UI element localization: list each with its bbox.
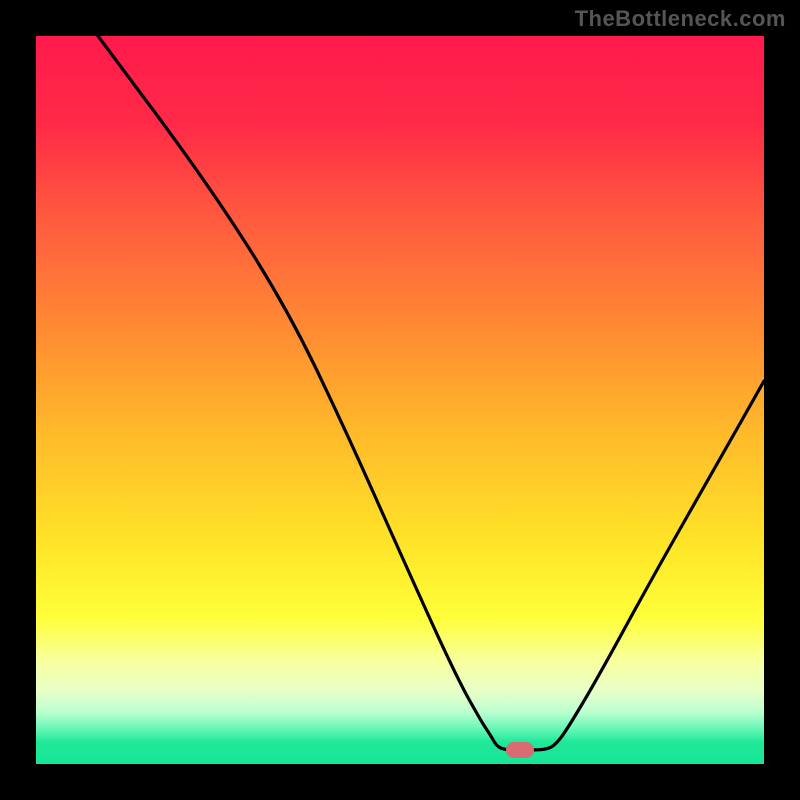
plot-area [36, 36, 764, 764]
plot-svg [36, 36, 764, 764]
watermark-text: TheBottleneck.com [575, 6, 786, 32]
chart-container: TheBottleneck.com [0, 0, 800, 800]
minimum-marker [506, 742, 534, 758]
gradient-background [36, 36, 764, 764]
